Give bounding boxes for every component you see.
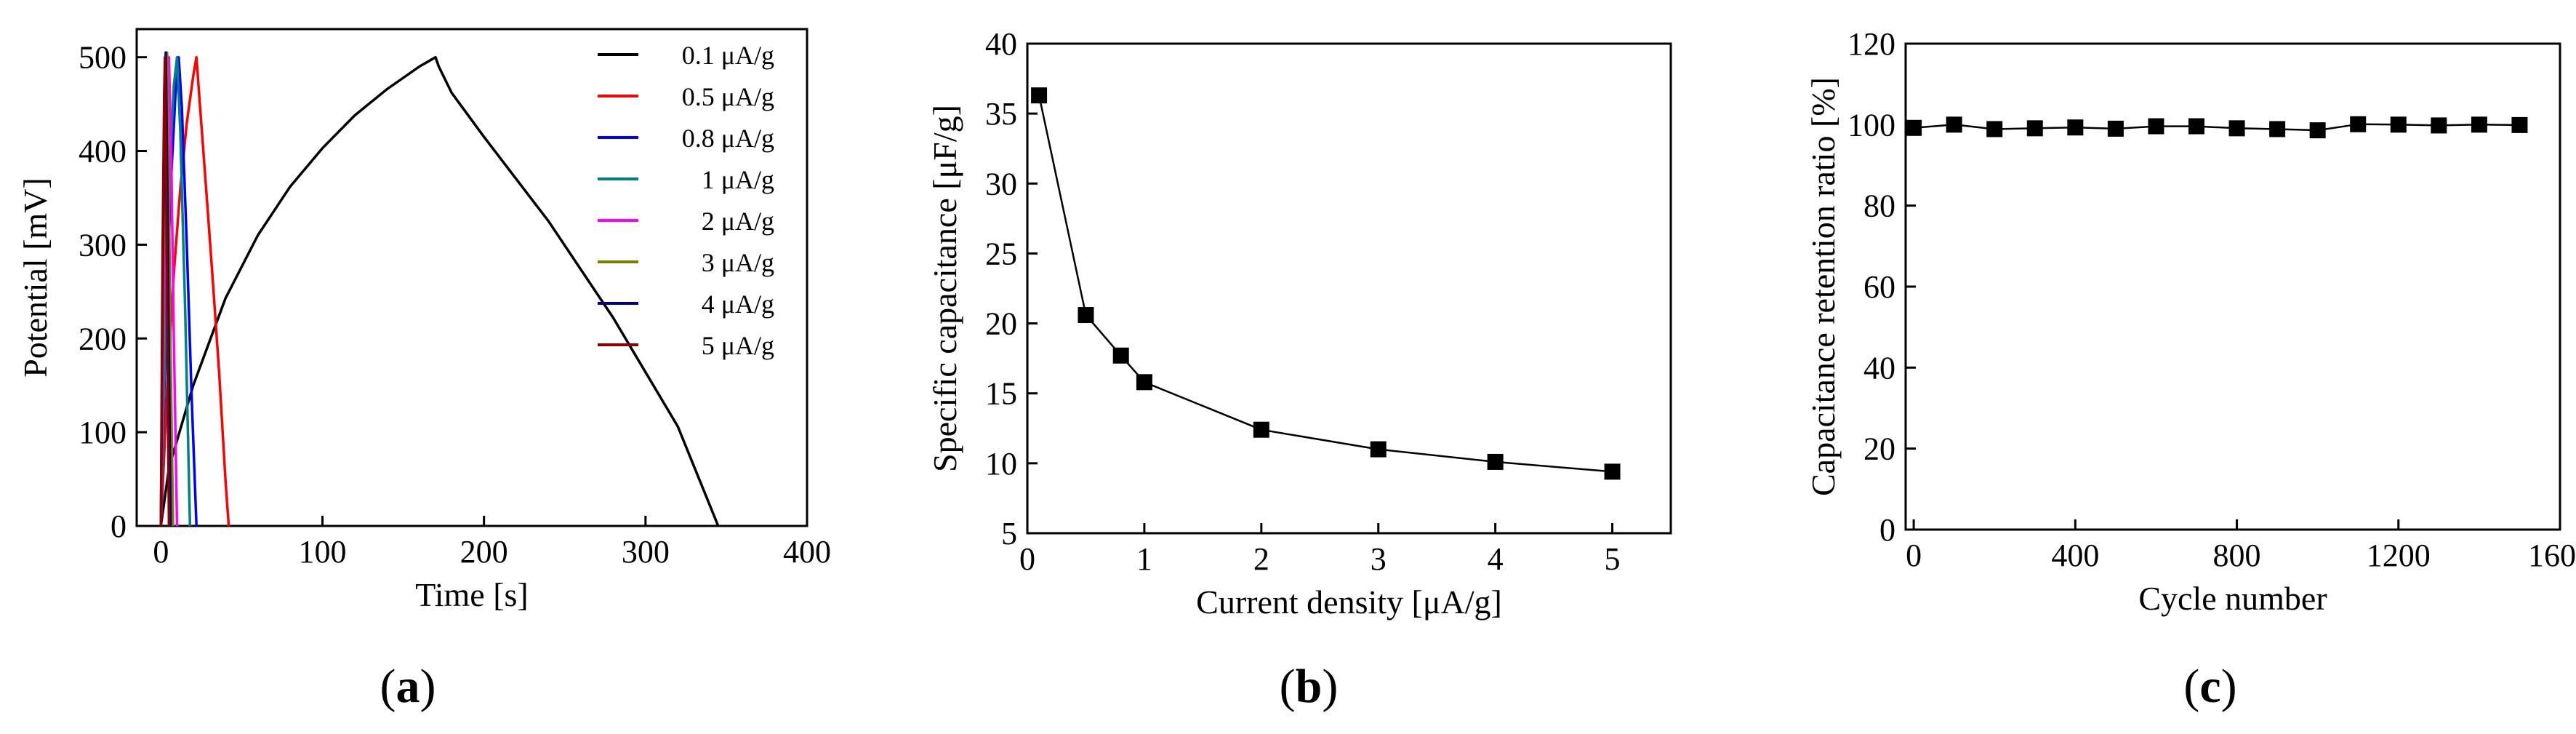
y-tick-label: 300 xyxy=(79,227,127,263)
y-tick-label: 20 xyxy=(985,306,1017,342)
data-point xyxy=(1986,121,2003,137)
data-point xyxy=(2148,118,2164,135)
legend-entry-7: 5 μA/g xyxy=(702,331,774,360)
y-tick-label: 25 xyxy=(985,236,1017,271)
y-tick-label: 100 xyxy=(79,415,127,450)
x-tick-label: 300 xyxy=(622,534,670,570)
x-tick-label: 1200 xyxy=(2367,538,2431,573)
legend: 0.1 μA/g 0.5 μA/g 0.8 μA/g 1 μA/g 2 μA/g 3 μA… xyxy=(598,41,774,360)
data-point xyxy=(1078,307,1094,324)
x-axis-label: Cycle number xyxy=(2138,580,2327,617)
data-point xyxy=(1906,119,1922,136)
x-tick-label: 1 xyxy=(1136,541,1152,577)
x-tick-label: 400 xyxy=(2051,538,2099,573)
legend-entry-6: 4 μA/g xyxy=(702,290,774,319)
legend-entry-5: 3 μA/g xyxy=(702,248,774,277)
y-tick-label: 5 xyxy=(1001,516,1017,551)
y-tick-label: 60 xyxy=(1863,269,1895,305)
x-axis-label: Current density [μA/g] xyxy=(1196,583,1502,621)
data-point xyxy=(1031,87,1048,104)
y-tick-label: 500 xyxy=(79,40,127,76)
data-point xyxy=(2309,122,2326,139)
x-tick-label: 5 xyxy=(1605,541,1621,577)
series-line-0 xyxy=(1913,123,2520,132)
y-axis-label: Capacitance retention ratio [%] xyxy=(1805,77,1842,496)
y-tick-label: 0 xyxy=(1879,512,1895,548)
y-tick-label: 10 xyxy=(985,446,1017,482)
data-point xyxy=(2067,119,2084,136)
y-axis-label: Specific capacitance [μF/g] xyxy=(926,105,963,472)
x-tick-label: 2 xyxy=(1253,541,1269,577)
y-tick-label: 40 xyxy=(985,26,1017,62)
data-point xyxy=(2511,116,2528,133)
data-point xyxy=(1946,116,1962,133)
x-tick-label: 0 xyxy=(1906,538,1922,573)
data-point xyxy=(1370,441,1387,458)
data-point xyxy=(1253,421,1269,438)
data-point xyxy=(2269,121,2286,137)
series-line-0 xyxy=(159,55,720,526)
data-point xyxy=(2350,116,2367,132)
y-tick-label: 0 xyxy=(111,508,127,544)
y-tick-label: 30 xyxy=(985,166,1017,202)
y-tick-label: 100 xyxy=(1847,107,1895,143)
x-tick-label: 100 xyxy=(298,534,346,570)
data-point xyxy=(1136,374,1152,391)
y-tick-label: 35 xyxy=(985,96,1017,132)
chart-b: 0 1 2 3 4 5 5 10 15 20 25 30 35 40 Current density [μA… xyxy=(926,26,1672,713)
series-group xyxy=(1038,95,1613,473)
data-point xyxy=(2390,116,2407,133)
plot-frame xyxy=(1904,42,2561,531)
data-point xyxy=(1604,463,1621,480)
legend-entry-1: 0.5 μA/g xyxy=(682,82,774,111)
y-tick-label: 200 xyxy=(79,321,127,356)
series-line-7 xyxy=(159,55,171,526)
data-point xyxy=(1112,347,1129,364)
plot-frame xyxy=(135,28,808,527)
y-axis-label: Potential [mV] xyxy=(17,177,54,378)
data-point xyxy=(2431,117,2447,134)
x-tick-label: 4 xyxy=(1488,541,1504,577)
chart-a: 0 100 200 300 400 0 100 200 300 400 500 Time [s] Pot… xyxy=(17,28,831,713)
panel-label: (b) xyxy=(1280,660,1339,713)
x-tick-label: 400 xyxy=(783,534,831,570)
y-tick-label: 400 xyxy=(79,134,127,169)
series-group xyxy=(1913,123,2520,132)
x-tick-label: 200 xyxy=(460,534,508,570)
data-point xyxy=(2471,116,2487,133)
x-tick-label: 3 xyxy=(1371,541,1387,577)
data-point xyxy=(2188,118,2204,135)
legend-entry-0: 0.1 μA/g xyxy=(682,41,774,70)
x-tick-label: 0 xyxy=(1019,541,1035,577)
legend-entry-2: 0.8 μA/g xyxy=(682,124,774,153)
data-point xyxy=(2228,120,2245,137)
plot-frame xyxy=(1026,42,1672,535)
x-axis-label: Time [s] xyxy=(415,576,529,613)
legend-entry-4: 2 μA/g xyxy=(702,207,774,236)
series-line-0 xyxy=(1038,95,1613,473)
data-point xyxy=(2026,120,2043,137)
series-group xyxy=(159,51,720,526)
data-point xyxy=(2107,120,2124,137)
data-point xyxy=(1487,453,1504,470)
y-tick-label: 15 xyxy=(985,376,1017,412)
x-tick-label: 800 xyxy=(2213,538,2261,573)
panel-label: (a) xyxy=(380,660,436,713)
panel-label: (c) xyxy=(2183,660,2236,713)
y-tick-label: 20 xyxy=(1863,431,1895,467)
y-tick-label: 120 xyxy=(1847,26,1895,62)
x-tick-label: 0 xyxy=(153,534,169,570)
legend-entry-3: 1 μA/g xyxy=(702,165,774,194)
y-tick-label: 80 xyxy=(1863,188,1895,224)
y-tick-label: 40 xyxy=(1863,350,1895,386)
